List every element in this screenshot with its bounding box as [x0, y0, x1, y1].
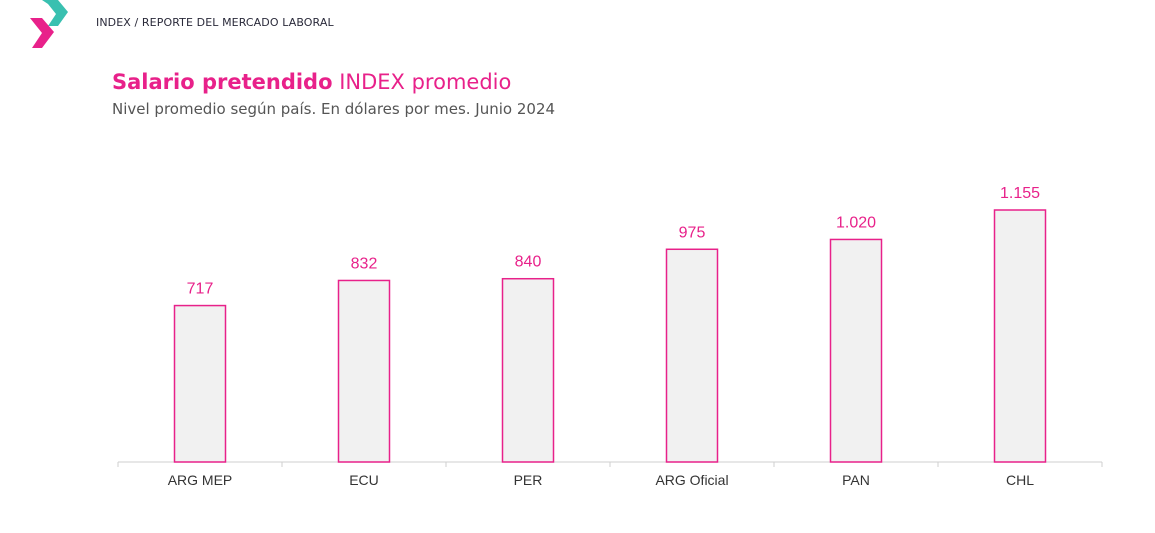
data-label: 717 [187, 281, 214, 298]
data-label: 1.155 [1000, 185, 1040, 202]
bar [501, 277, 555, 463]
data-label: 1.020 [836, 214, 876, 231]
bar [337, 279, 391, 463]
bar [993, 209, 1047, 463]
bar [665, 248, 719, 463]
x-tick-label: PAN [842, 472, 870, 488]
data-label: 840 [515, 254, 542, 271]
x-tick-label: ECU [349, 472, 379, 488]
bar [829, 238, 883, 463]
data-label: 975 [679, 224, 706, 241]
index-logo-icon [30, 0, 68, 48]
title-light: INDEX promedio [339, 70, 512, 94]
page-title: Salario pretendido INDEX promedio [112, 70, 511, 94]
x-tick-label: ARG MEP [168, 472, 233, 488]
data-label: 832 [351, 255, 378, 272]
x-tick-label: ARG Oficial [655, 472, 728, 488]
breadcrumb: INDEX / REPORTE DEL MERCADO LABORAL [96, 16, 334, 29]
x-tick-label: CHL [1006, 472, 1034, 488]
page-subtitle: Nivel promedio según país. En dólares po… [112, 100, 556, 118]
title-bold: Salario pretendido [112, 70, 333, 94]
bar [173, 304, 227, 463]
x-tick-label: PER [514, 472, 543, 488]
